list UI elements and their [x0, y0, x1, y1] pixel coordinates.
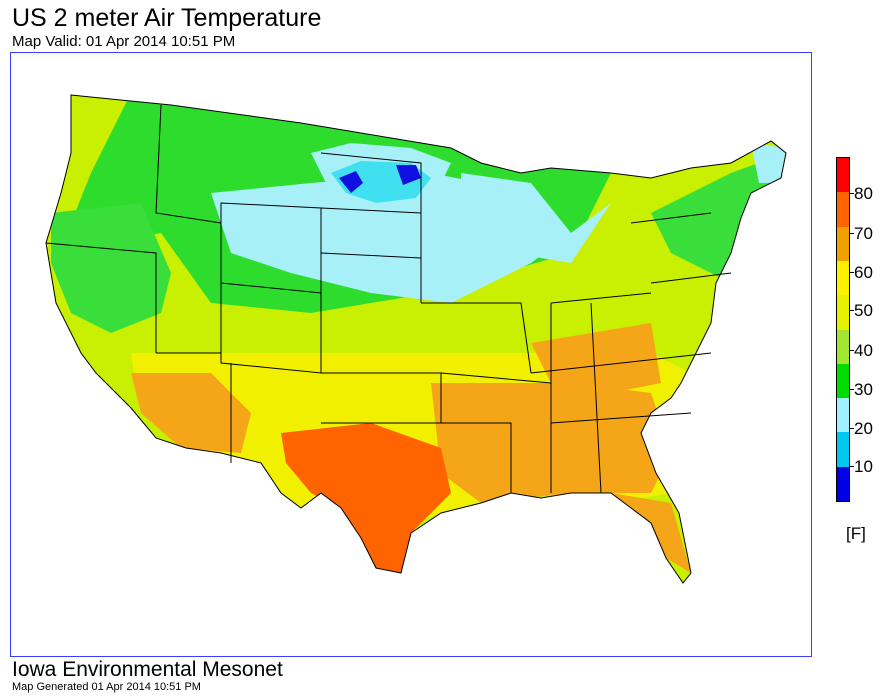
state-borders — [45, 94, 787, 584]
colorbar-segment — [837, 192, 849, 227]
units-label: [F] — [846, 524, 866, 543]
colorbar-tick-label: 30 — [849, 381, 883, 399]
colorbar-tick-label: 20 — [849, 420, 883, 438]
colorbar-tick-label: 40 — [849, 342, 883, 360]
organization-name: Iowa Environmental Mesonet — [12, 658, 283, 681]
colorbar-segment — [837, 260, 849, 296]
colorbar-tick-label: 10 — [849, 458, 883, 476]
colorbar-segment — [837, 329, 849, 364]
colorbar-segment — [837, 363, 849, 399]
colorbar-segment — [837, 226, 849, 261]
colorbar-segment — [837, 398, 849, 433]
colorbar-segment — [837, 295, 849, 330]
temperature-colorbar — [836, 157, 850, 502]
map-frame — [10, 52, 812, 657]
colorbar-segment — [837, 432, 849, 467]
colorbar-segment — [837, 466, 849, 501]
temperature-map — [45, 94, 787, 584]
colorbar-segment — [837, 158, 849, 193]
colorbar-tick-label: 80 — [849, 185, 883, 203]
colorbar-tick-label: 50 — [849, 302, 883, 320]
map-valid-time: Map Valid: 01 Apr 2014 10:51 PM — [12, 33, 236, 50]
generated-time: Map Generated 01 Apr 2014 10:51 PM — [12, 681, 201, 693]
colorbar-tick-label: 70 — [849, 225, 883, 243]
map-title: US 2 meter Air Temperature — [12, 4, 322, 32]
colorbar-tick-label: 60 — [849, 264, 883, 282]
